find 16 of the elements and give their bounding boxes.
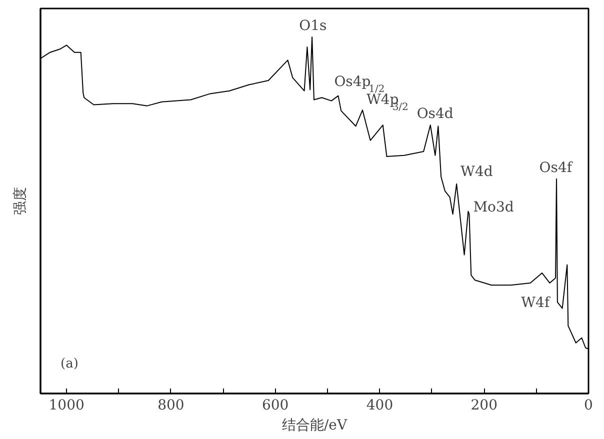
x-tick-label: 1000 [48, 398, 84, 414]
annotation: W4f [521, 294, 552, 311]
annotation: W4p3/2 [366, 92, 408, 114]
annotation: Os4d [416, 106, 454, 122]
y-axis-title: 强度 [12, 187, 28, 215]
x-tick-label: 200 [470, 398, 498, 414]
x-tick-label: 600 [262, 398, 289, 414]
x-tick-label: 800 [158, 398, 184, 414]
x-tick-label: 400 [366, 398, 394, 414]
annotation: Mo3d [473, 199, 514, 216]
annotation: W4d [460, 164, 493, 180]
x-tick-label: 0 [584, 398, 593, 414]
annotation: Os4f [539, 160, 574, 176]
annotation: O1s [299, 18, 327, 34]
x-axis-title: 结合能/eV [282, 418, 348, 434]
annotation: (a) [60, 356, 78, 372]
